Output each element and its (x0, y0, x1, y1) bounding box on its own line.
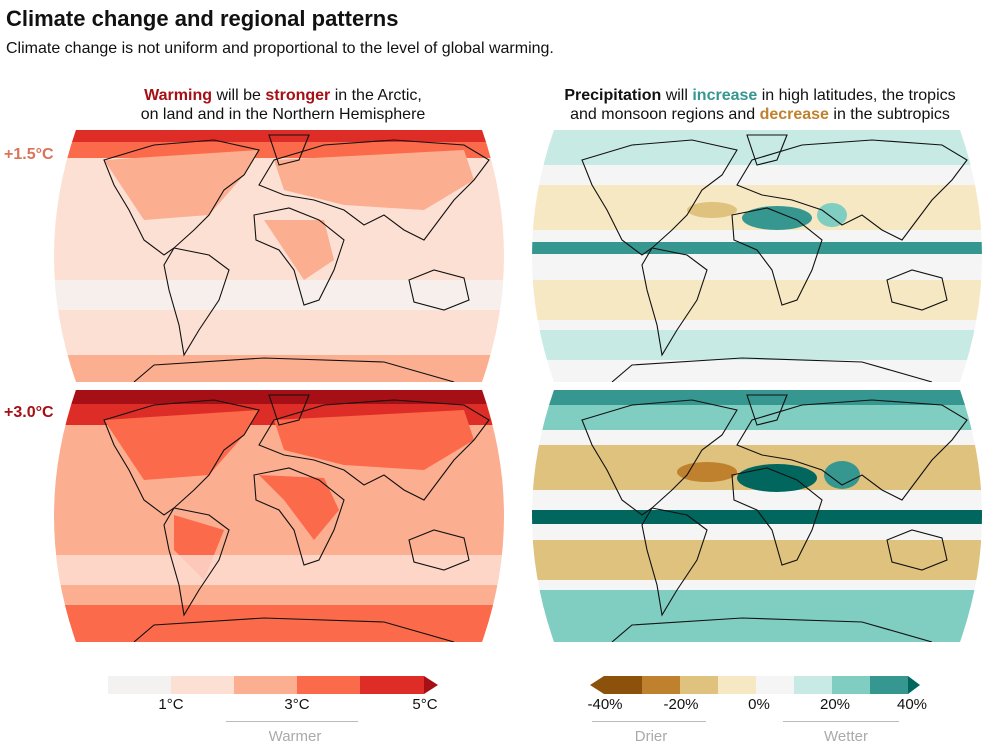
colorbar-bin (234, 676, 297, 694)
colorbar-bin (870, 676, 908, 694)
colorbar-arrow (424, 676, 438, 694)
level-1-5-label: +1.5°C (4, 146, 54, 163)
header-text: will be (212, 87, 266, 104)
drier-arrow (592, 721, 706, 722)
header-text: will (661, 87, 693, 104)
temperature-map-3-0 (54, 390, 504, 642)
colorbar-bin (642, 676, 680, 694)
page-title: Climate change and regional patterns (6, 6, 399, 31)
header-text: on land and in the Northern Hemisphere (140, 106, 426, 123)
temperature-colorbar (108, 676, 438, 694)
precipitation-colorbar (590, 676, 920, 694)
colorbar-bin (108, 676, 171, 694)
tick-label: -40% (587, 696, 623, 713)
warming-header: Warming will be stronger in the Arctic, … (48, 86, 518, 124)
precipitation-header: Precipitation will increase in high lati… (520, 86, 1000, 124)
colorbar-bin (297, 676, 360, 694)
header-text: in high latitudes, the tropics (757, 87, 956, 104)
tick-label: 0% (748, 696, 770, 713)
tick-label: 20% (819, 696, 851, 713)
header-text: in the subtropics (828, 106, 950, 123)
wetter-label: Wetter (824, 728, 868, 745)
precipitation-word: Precipitation (564, 87, 662, 104)
colorbar-bin (360, 676, 424, 694)
warmer-label: Warmer (268, 728, 322, 745)
colorbar-bin (718, 676, 756, 694)
colorbar-bin (604, 676, 642, 694)
stronger-word: stronger (265, 87, 331, 104)
wetter-arrow (783, 721, 899, 722)
page-subtitle: Climate change is not uniform and propor… (6, 40, 554, 57)
colorbar-bin (680, 676, 718, 694)
header-text: and monsoon regions and (570, 106, 760, 123)
level-3-0-label: +3.0°C (4, 404, 54, 421)
colorbar-bin (794, 676, 832, 694)
tick-label: 5°C (412, 696, 438, 713)
colorbar-bin (171, 676, 234, 694)
colorbar-arrow (590, 676, 604, 694)
colorbar-bin (832, 676, 870, 694)
tick-label: -20% (663, 696, 699, 713)
warming-word: Warming (144, 87, 212, 104)
colorbar-bin (756, 676, 794, 694)
tick-label: 1°C (158, 696, 184, 713)
drier-label: Drier (634, 728, 668, 745)
precipitation-map-1-5 (532, 130, 982, 382)
warmer-arrow (226, 721, 358, 722)
increase-word: increase (692, 87, 758, 104)
colorbar-arrow (908, 676, 920, 694)
temperature-map-1-5 (54, 130, 504, 382)
header-text: in the Arctic, (330, 87, 422, 104)
tick-label: 40% (896, 696, 928, 713)
tick-label: 3°C (284, 696, 310, 713)
decrease-word: decrease (759, 106, 829, 123)
precipitation-map-3-0 (532, 390, 982, 642)
